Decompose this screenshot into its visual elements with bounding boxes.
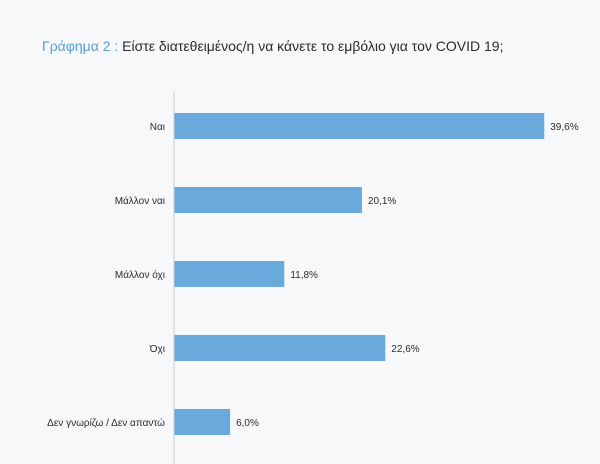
category-label-3: Μάλλον όχι <box>115 269 165 281</box>
category-label-1: Ναι <box>150 122 165 133</box>
value-label-5: 6,0% <box>236 418 259 429</box>
bar-4 <box>174 335 386 361</box>
category-label-2: Μάλλον ναι <box>115 195 165 207</box>
bar-3 <box>174 261 285 287</box>
category-label-5: Δεν γνωρίζω / Δεν απαντώ <box>47 417 165 429</box>
category-label-4: Όχι <box>149 344 165 355</box>
chart-title-prefix: Γράφημα 2 : <box>42 38 119 54</box>
value-label-4: 22,6% <box>391 344 419 355</box>
bar-2 <box>174 187 362 213</box>
chart-title-text: Είστε διατεθειμένος/η να κάνετε το εμβόλ… <box>122 38 504 54</box>
value-label-2: 20,1% <box>368 196 396 207</box>
bar-1 <box>174 113 545 139</box>
chart-title: Γράφημα 2 : Είστε διατεθειμένος/η να κάν… <box>42 38 503 54</box>
bar-5 <box>174 409 231 435</box>
value-label-1: 39,6% <box>550 122 578 133</box>
value-label-3: 11,8% <box>290 270 318 281</box>
